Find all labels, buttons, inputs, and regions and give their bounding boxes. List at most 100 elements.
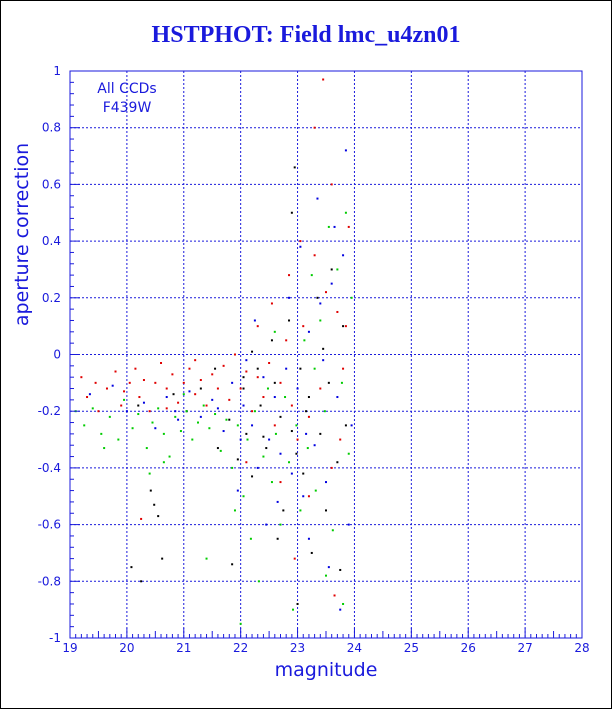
data-point (157, 515, 160, 518)
data-point (177, 418, 180, 421)
data-point (137, 413, 140, 416)
data-point (236, 489, 239, 492)
x-tick-label: 23 (290, 641, 305, 655)
data-point (265, 523, 268, 526)
data-point (149, 489, 152, 492)
data-point (325, 291, 327, 294)
data-point (299, 509, 302, 512)
data-point (259, 404, 262, 407)
data-point (288, 461, 291, 464)
data-point (302, 495, 305, 498)
data-point (316, 197, 319, 200)
data-point (305, 410, 308, 413)
data-point (313, 367, 316, 370)
data-point (253, 410, 256, 413)
data-point (292, 608, 295, 611)
data-point (256, 325, 259, 328)
data-point (199, 379, 202, 382)
x-tick-label: 24 (347, 641, 362, 655)
data-point (165, 407, 168, 410)
data-point (273, 396, 276, 399)
data-point (219, 449, 222, 452)
data-point (222, 430, 225, 433)
data-point (285, 339, 288, 342)
data-point (288, 319, 291, 322)
data-point (310, 274, 313, 277)
data-point (138, 396, 141, 399)
data-point (91, 407, 94, 410)
data-point (282, 509, 285, 512)
data-point (307, 495, 310, 498)
data-point (279, 381, 282, 384)
data-point (199, 415, 202, 418)
data-point (276, 500, 279, 503)
data-point (162, 461, 165, 464)
data-point (160, 362, 163, 365)
data-point (211, 373, 214, 376)
data-point (347, 225, 350, 228)
data-point (253, 319, 256, 322)
data-point (268, 362, 271, 365)
data-point (316, 296, 319, 299)
data-point (225, 418, 228, 421)
data-point (216, 447, 219, 450)
data-point (310, 551, 313, 554)
data-point (342, 254, 345, 257)
data-point (105, 387, 108, 390)
data-point (251, 424, 254, 427)
data-point (336, 396, 339, 399)
data-point (290, 211, 293, 214)
data-point (307, 396, 310, 399)
data-point (228, 398, 231, 401)
data-point (342, 367, 345, 370)
data-point (80, 376, 83, 379)
data-point (145, 447, 148, 450)
data-point (314, 489, 317, 492)
data-point (262, 396, 265, 399)
data-point (216, 407, 219, 410)
data-point (174, 410, 177, 413)
data-point (103, 447, 106, 450)
data-point (165, 387, 168, 390)
data-point (274, 432, 277, 435)
data-point (236, 424, 239, 427)
data-point (339, 438, 342, 441)
data-point (313, 444, 316, 447)
data-point (313, 126, 316, 129)
data-point (153, 503, 156, 506)
data-point (177, 401, 180, 404)
y-tick-label: 0.8 (42, 121, 61, 135)
data-point (344, 424, 347, 427)
data-point (179, 430, 182, 433)
data-point (279, 415, 282, 418)
data-point (336, 310, 339, 313)
data-point (284, 396, 287, 399)
data-points (74, 78, 353, 625)
data-point (325, 574, 327, 577)
data-point (347, 523, 350, 526)
data-point (279, 523, 282, 526)
data-point (233, 353, 236, 356)
data-point (303, 339, 306, 342)
data-point (97, 410, 100, 413)
data-point (339, 568, 342, 571)
data-point (242, 376, 245, 379)
data-point (257, 580, 260, 583)
data-point (273, 381, 276, 384)
data-point (199, 387, 202, 390)
data-point (148, 410, 151, 413)
data-point (330, 183, 333, 186)
data-point (123, 398, 126, 401)
data-point (285, 367, 288, 370)
data-point (290, 472, 293, 475)
grid (70, 71, 582, 638)
y-tick-label: -0.6 (38, 518, 61, 532)
data-point (154, 427, 157, 430)
data-point (276, 537, 279, 540)
data-point (270, 481, 273, 484)
data-point (172, 393, 175, 396)
data-point (242, 404, 245, 407)
data-point (251, 410, 254, 413)
data-point (333, 594, 336, 597)
data-point (262, 376, 265, 379)
